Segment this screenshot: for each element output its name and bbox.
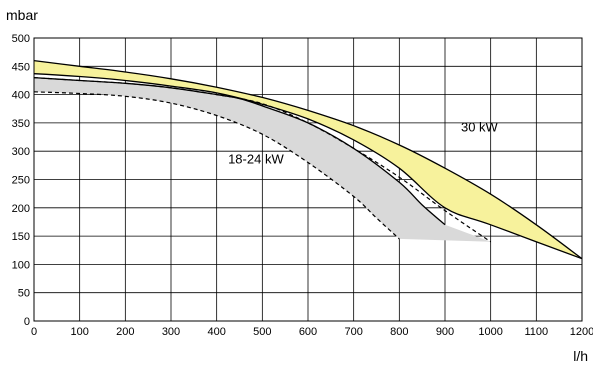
y-tick-label: 0 [24,316,30,328]
x-tick-label: 700 [344,326,362,338]
y-tick-label: 500 [12,33,30,45]
y-tick-label: 50 [18,288,30,300]
grid [33,37,583,322]
x-tick-label: 200 [116,326,134,338]
x-tick-label: 0 [31,326,37,338]
y-tick-label: 350 [12,118,30,130]
y-axis-title: mbar [6,7,38,23]
x-tick-label: 100 [70,326,88,338]
series-label: 18-24 kW [228,152,284,167]
x-tick-label: 1000 [478,326,502,338]
x-axis-title: l/h [573,348,588,364]
y-tick-label: 100 [12,259,30,271]
x-tick-label: 500 [253,326,271,338]
y-tick-label: 150 [12,231,30,243]
plot-frame [33,37,583,322]
curve-18-24kw-upper [33,76,446,226]
y-tick-label: 300 [12,146,30,158]
curves [33,59,583,260]
annotations: 30 kW 18-24 kW [228,119,498,166]
y-tick-label: 250 [12,175,30,187]
x-tick-label: 600 [299,326,317,338]
band-18-24kw [34,77,491,242]
y-tick-label: 400 [12,90,30,102]
x-tick-label: 900 [436,326,454,338]
bands [34,60,582,259]
series-label: 30 kW [461,119,499,134]
curve-30kw-upper [33,59,583,260]
x-tick-label: 1100 [525,326,549,338]
x-tick-label: 1200 [570,326,593,338]
x-tick-label: 800 [390,326,408,338]
x-tick-label: 300 [162,326,180,338]
x-tick-label: 400 [207,326,225,338]
y-tick-label: 200 [12,203,30,215]
ticks: 0 100 200 300 400 500 600 700 800 900 1000 1100 1200… [12,33,593,338]
y-tick-label: 450 [12,61,30,73]
curve-30kw-lower [33,73,583,260]
